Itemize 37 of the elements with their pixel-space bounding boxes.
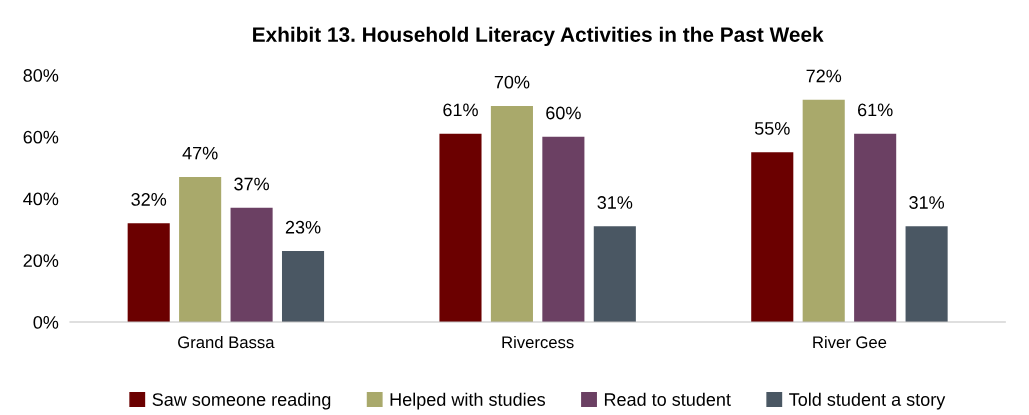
y-tick-label: 80% <box>23 69 59 82</box>
bar <box>854 133 897 323</box>
bar <box>439 133 482 323</box>
x-tick-label: Rivercess <box>502 335 574 349</box>
bar <box>905 226 948 323</box>
y-tick-label: 40% <box>23 192 59 206</box>
x-tick-label: River Gee <box>813 335 887 349</box>
bar <box>281 251 325 323</box>
data-label: 37% <box>234 177 270 191</box>
y-tick-label: 0% <box>33 315 59 329</box>
bar <box>542 136 585 323</box>
chart-title: Exhibit 13. Household Literacy Activities in the Past Week <box>253 26 824 47</box>
data-label: 47% <box>182 146 218 160</box>
bar <box>802 99 845 323</box>
data-label: 70% <box>494 75 530 89</box>
legend-label: Helped with studies <box>390 392 546 410</box>
data-label: 61% <box>443 103 478 117</box>
data-label: 72% <box>806 69 842 83</box>
data-label: 61% <box>858 103 893 117</box>
legend-label: Saw someone reading <box>152 392 331 410</box>
y-tick-label: 60% <box>23 130 59 144</box>
bar <box>490 105 533 323</box>
legend-label: Read to student <box>604 392 731 406</box>
x-tick-label: Grand Bassa <box>178 335 275 349</box>
data-label: 23% <box>285 220 321 234</box>
bar <box>230 207 273 323</box>
legend-label: Told student a story <box>789 392 946 410</box>
data-label: 55% <box>754 122 790 135</box>
data-label: 60% <box>546 106 581 120</box>
data-label: 31% <box>597 196 633 209</box>
bar <box>127 223 170 323</box>
data-label: 32% <box>131 193 167 206</box>
bar <box>179 176 222 323</box>
bar <box>593 226 636 323</box>
bar <box>751 152 794 323</box>
y-tick-label: 20% <box>23 254 59 268</box>
data-label: 31% <box>909 196 945 209</box>
